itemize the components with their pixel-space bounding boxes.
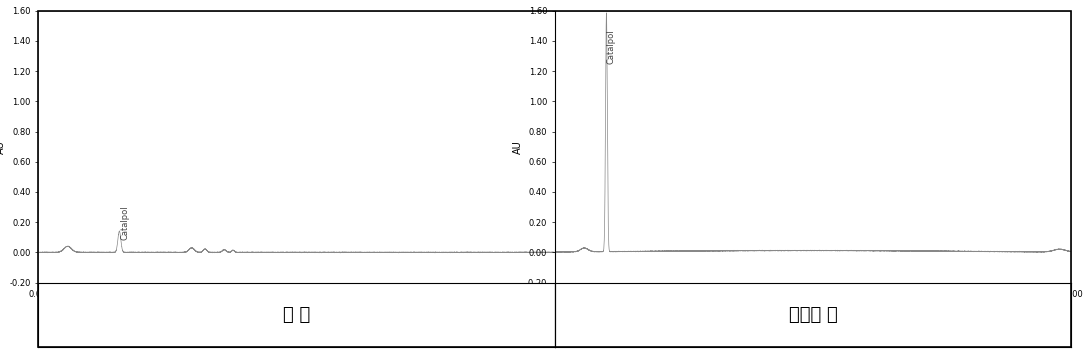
- Text: Catalpol: Catalpol: [607, 29, 615, 64]
- Y-axis label: AU: AU: [513, 140, 523, 154]
- X-axis label: Minutes: Minutes: [793, 302, 832, 312]
- Text: 지 황: 지 황: [283, 306, 310, 324]
- Text: Catalpol: Catalpol: [120, 205, 129, 240]
- Text: 발효지 황: 발효지 황: [789, 306, 838, 324]
- Y-axis label: AU: AU: [0, 140, 7, 154]
- X-axis label: Minutes: Minutes: [277, 302, 316, 312]
